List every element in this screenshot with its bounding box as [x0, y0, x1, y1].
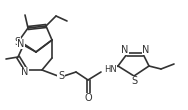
- Text: N: N: [17, 39, 25, 49]
- Text: HN: HN: [104, 64, 117, 73]
- Text: N: N: [142, 45, 150, 55]
- Text: N: N: [121, 45, 129, 55]
- Text: S: S: [58, 71, 64, 81]
- Text: N: N: [21, 67, 29, 77]
- Text: S: S: [14, 37, 20, 47]
- Text: S: S: [131, 76, 137, 86]
- Text: O: O: [84, 93, 92, 103]
